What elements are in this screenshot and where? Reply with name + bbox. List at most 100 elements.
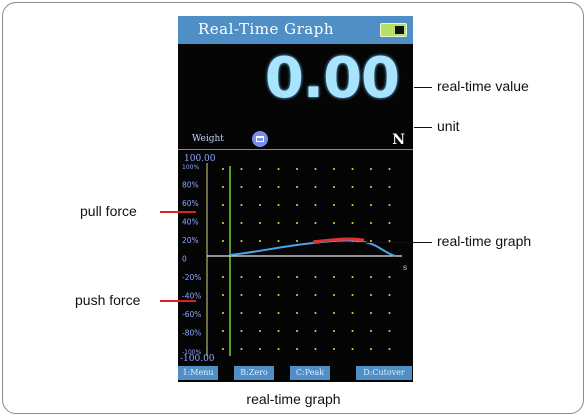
y-tick-label: 20% [182, 236, 199, 245]
grid-dot [388, 276, 391, 278]
callout-line-pull-force [160, 211, 196, 213]
callout-realtime-graph: real-time graph [437, 233, 532, 249]
grid-dot [240, 294, 243, 296]
grid-dot [222, 240, 224, 242]
unit-label: N [392, 132, 405, 148]
x-unit-label: s [403, 263, 407, 272]
grid-dot [314, 204, 317, 206]
grid-dot [351, 186, 354, 188]
grid-dot [333, 294, 335, 296]
grid-dot [259, 348, 261, 350]
y-tick-label: 60% [182, 199, 199, 208]
grid-dot [277, 312, 280, 314]
grid-dot [222, 348, 224, 350]
realtime-value-display: 0.00 [264, 46, 400, 111]
grid-dot [333, 186, 335, 188]
softkey-menu[interactable]: 1:Menu [178, 366, 218, 380]
grid-dot [333, 276, 335, 278]
grid-dot [240, 330, 243, 332]
grid-dot [296, 168, 298, 170]
y-tick-label: 100% [182, 164, 199, 171]
grid-dot [388, 204, 391, 206]
grid-dot [277, 276, 280, 278]
grid-dot [370, 276, 372, 278]
grid-dot [314, 186, 317, 188]
grid-dot [296, 204, 298, 206]
grid-dot [277, 330, 280, 332]
grid-dot [388, 186, 391, 188]
grid-dot [240, 240, 243, 242]
grid-dot [222, 186, 224, 188]
grid-dot [259, 186, 261, 188]
grid-dot [296, 294, 298, 296]
grid-dot [277, 222, 280, 224]
grid-dot [351, 294, 354, 296]
grid-dot [240, 348, 243, 350]
y-tick-labels: 100% 80% 60% 40% 20% 0 -20% -40% -60% -80% -100% [182, 164, 202, 356]
grid-dot [296, 312, 298, 314]
grid-dot [277, 294, 280, 296]
title-bar: Real-Time Graph [178, 16, 413, 44]
softkey-zero[interactable]: B:Zero [234, 366, 274, 380]
grid-dot [314, 348, 317, 350]
grid-dot [388, 294, 391, 296]
grid-dot [333, 204, 335, 206]
force-curve-peak-red [312, 237, 365, 244]
grid-dot [388, 222, 391, 224]
grid-dot [351, 276, 354, 278]
y-tick-label: -20% [182, 273, 201, 282]
grid-dot [351, 222, 354, 224]
device-screen: Real-Time Graph 0.00 Weight N 100.00 -10… [178, 16, 413, 382]
grid-dot [370, 312, 372, 314]
grid-dot [259, 276, 261, 278]
grid-dot [388, 348, 391, 350]
grid-dot [222, 168, 224, 170]
grid-dot [240, 312, 243, 314]
softkey-cutover[interactable]: D:Cutover [356, 366, 412, 380]
grid-dot [222, 294, 224, 296]
grid-dot [370, 222, 372, 224]
grid-dot [277, 240, 280, 242]
grid-dot [314, 222, 317, 224]
grid-dot [259, 222, 261, 224]
grid-dot [370, 348, 372, 350]
grid-dot [240, 222, 243, 224]
grid-dot [370, 240, 372, 242]
grid-dot [259, 240, 261, 242]
grid-dot [277, 204, 280, 206]
y-tick-label: -40% [182, 292, 201, 301]
grid-dot [296, 330, 298, 332]
grid-dots [222, 168, 391, 350]
grid-dot [333, 330, 335, 332]
grid-dot [370, 168, 372, 170]
grid-dot [351, 330, 354, 332]
grid-dot [333, 312, 335, 314]
graph-bottom-value: -100.00 [180, 354, 215, 364]
grid-dot [314, 330, 317, 332]
softkey-bar: 1:Menu B:Zero C:Peak D:Cutover [178, 365, 413, 381]
figure-caption: real-time graph [246, 391, 341, 407]
callout-line-push-force [160, 300, 196, 302]
grid-dot [259, 294, 261, 296]
grid-dot [333, 348, 335, 350]
callout-push-force: push force [75, 292, 141, 308]
grid-dot [314, 294, 317, 296]
grid-dot [240, 276, 243, 278]
grid-dot [351, 312, 354, 314]
softkey-peak[interactable]: C:Peak [290, 366, 330, 380]
grid-dot [333, 168, 335, 170]
grid-dot [296, 276, 298, 278]
callout-realtime-value: real-time value [437, 78, 529, 94]
graph-top-value: 100.00 [184, 154, 216, 164]
grid-dot [222, 312, 224, 314]
y-tick-label: -80% [182, 329, 201, 338]
callout-line-unit [414, 127, 432, 128]
grid-dot [259, 168, 261, 170]
grid-dot [351, 348, 354, 350]
callout-line-graph [338, 242, 432, 243]
y-tick-label: -60% [182, 310, 201, 319]
grid-dot [296, 186, 298, 188]
realtime-graph: 100.00 -100.00 100% 80% 60% 40% 20% 0 -20% -40%… [180, 154, 407, 364]
y-tick-label: 40% [182, 218, 199, 227]
grid-dot [259, 204, 261, 206]
